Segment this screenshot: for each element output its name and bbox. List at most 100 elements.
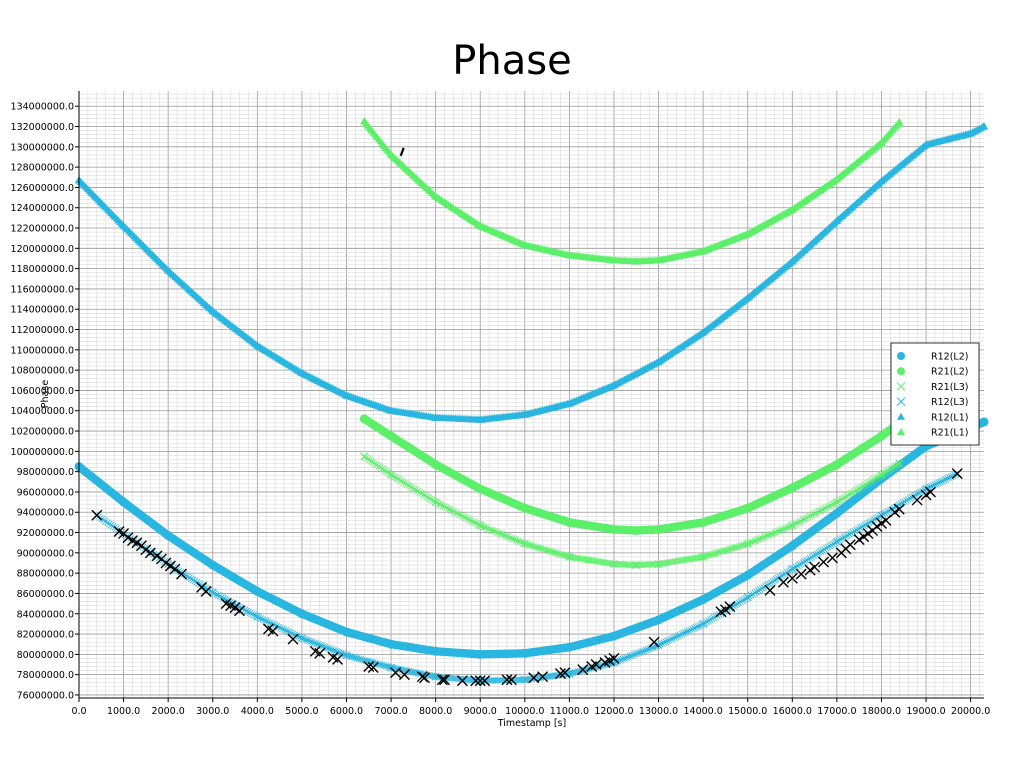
legend-marker [897, 352, 905, 360]
data-point-dense [478, 522, 486, 530]
data-point-dense [860, 482, 867, 489]
data-point-dense [298, 634, 306, 642]
data-point-dense [541, 546, 548, 553]
x-tick-label: 7000.0 [374, 706, 407, 717]
data-point-dense [796, 561, 803, 568]
data-point-dense [503, 533, 511, 540]
data-point-dense [539, 545, 546, 553]
data-point-dense [514, 537, 521, 545]
y-tick-label: 116000000.0 [11, 284, 74, 295]
data-point-dense [944, 475, 951, 482]
data-point-dense [639, 648, 646, 655]
data-point-dense [703, 618, 710, 626]
data-point-dense [460, 513, 468, 521]
data-point-dense [862, 481, 869, 488]
data-point-dense [665, 636, 673, 644]
outlier-point [795, 568, 807, 580]
data-point-dense [512, 536, 520, 544]
data-layer [74, 116, 989, 687]
data-point-dense [250, 611, 258, 619]
data-point-dense [498, 530, 505, 538]
data-point-dense [259, 616, 266, 623]
data-point-dense [726, 545, 734, 553]
legend-label: R12(L1) [931, 412, 968, 423]
data-point-dense [701, 619, 709, 627]
x-tick-label: 16000.0 [773, 706, 812, 717]
data-point-dense [660, 639, 668, 646]
data-point-dense [303, 636, 311, 644]
data-point-dense [542, 546, 550, 554]
data-point-dense [214, 592, 222, 599]
data-point-dense [879, 470, 887, 477]
data-point-dense [280, 626, 288, 633]
data-point-dense [446, 506, 454, 513]
y-tick-label: 76000000.0 [17, 690, 74, 701]
data-point-dense [421, 492, 429, 499]
data-point-dense [765, 531, 773, 539]
data-point-dense [835, 497, 842, 505]
data-point-dense [628, 652, 636, 659]
data-point-dense [751, 537, 759, 545]
data-point-dense [706, 551, 714, 559]
data-point-dense [537, 545, 545, 552]
data-point-dense [516, 538, 523, 545]
data-point-dense [239, 605, 247, 613]
data-point-dense [774, 574, 782, 582]
legend-marker [897, 367, 905, 376]
x-tick-label: 20000.0 [951, 706, 990, 717]
data-point-dense [794, 519, 801, 526]
data-point-dense [257, 615, 265, 622]
data-point-dense [443, 504, 450, 511]
data-point-dense [740, 541, 748, 549]
data-point-dense [419, 491, 427, 498]
data-point-dense [403, 481, 411, 488]
data-point-dense [200, 583, 208, 591]
data-point-dense [530, 543, 538, 550]
data-point-dense [858, 483, 866, 491]
data-point-dense [662, 638, 669, 646]
data-point-dense [375, 462, 382, 470]
data-point-dense [819, 547, 826, 554]
data-point-dense [248, 610, 256, 618]
data-point-dense [510, 536, 518, 543]
data-point-dense [525, 541, 532, 549]
data-point-dense [774, 528, 782, 535]
y-tick-label: 126000000.0 [11, 183, 74, 194]
data-point-dense [840, 494, 848, 501]
data-point-dense [949, 472, 957, 480]
data-point-dense [781, 525, 789, 532]
data-point-dense [813, 550, 821, 558]
data-point-dense [316, 641, 324, 649]
outlier-point [809, 561, 821, 573]
data-point-dense [312, 640, 320, 647]
x-axis-label: Timestamp [s] [497, 718, 566, 729]
data-point-dense [835, 537, 842, 544]
data-point-dense [551, 549, 559, 556]
data-point-dense [482, 524, 489, 531]
data-point-dense [865, 479, 873, 486]
data-point-dense [895, 118, 904, 126]
data-point-dense [286, 628, 293, 636]
outlier-point [367, 662, 379, 674]
data-point-dense [758, 534, 766, 542]
data-point-dense [737, 542, 744, 550]
data-point-dense [494, 529, 502, 537]
outlier-point [505, 674, 517, 686]
y-tick-label: 88000000.0 [17, 569, 74, 580]
data-point-dense [881, 469, 889, 476]
data-point-dense [874, 473, 882, 481]
data-point-dense [767, 579, 775, 587]
outlier-point [416, 671, 428, 683]
x-tick-label: 5000.0 [285, 706, 318, 717]
outlier-point [764, 584, 776, 596]
data-point-dense [878, 471, 885, 478]
data-point-dense [917, 488, 924, 496]
data-point-dense [291, 631, 299, 638]
data-point-dense [528, 542, 536, 550]
data-point-dense [400, 479, 407, 486]
outlier-point [608, 652, 620, 664]
data-point-dense [209, 589, 217, 596]
data-point-dense [830, 500, 837, 508]
data-point-dense [305, 637, 313, 645]
data-point-dense [705, 552, 712, 559]
